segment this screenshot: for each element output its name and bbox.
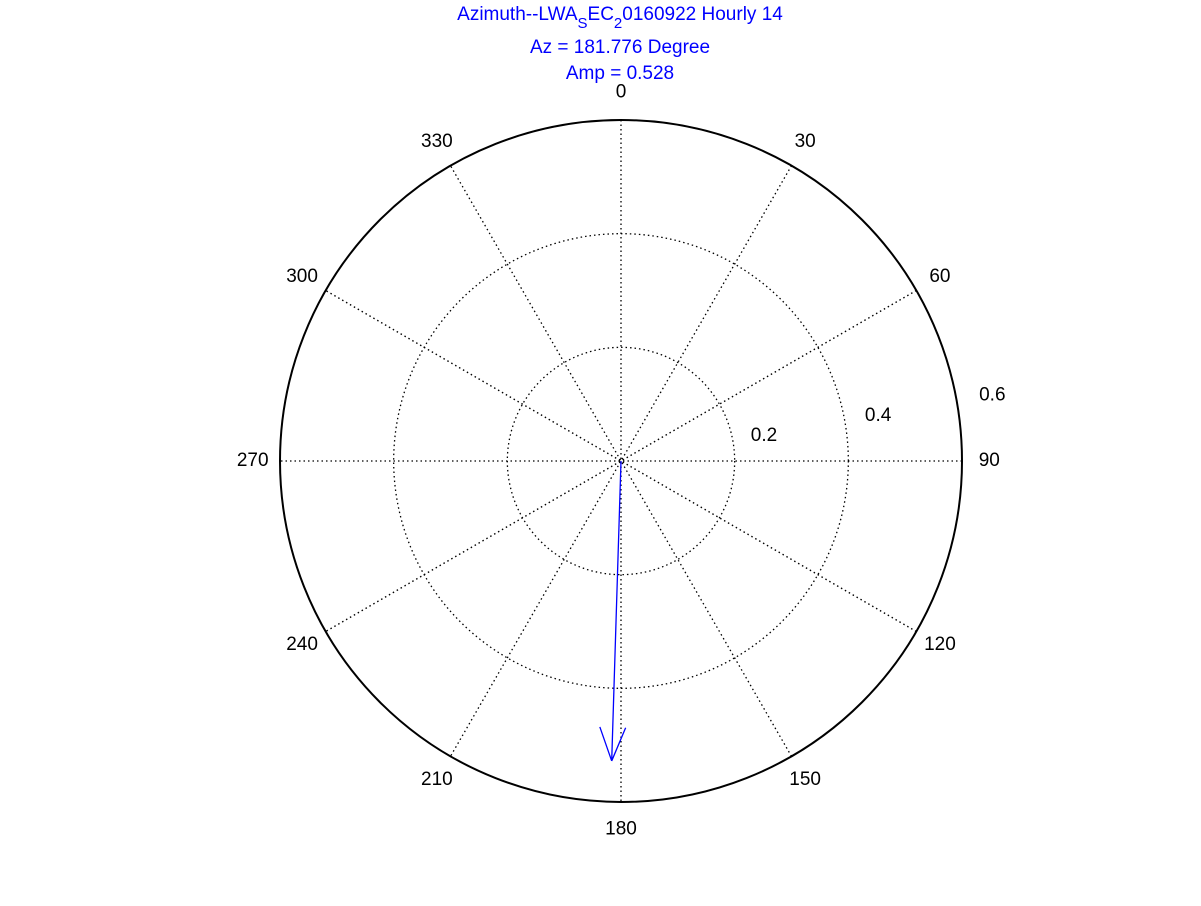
arrow-head-right <box>611 727 627 762</box>
angle-label-0: 0 <box>616 82 627 103</box>
angle-label-150: 150 <box>789 769 821 790</box>
angle-tick-labels: 0 30 60 90 120 150 180 210 240 270 300 330 <box>237 82 1000 840</box>
grid-spoke-60 <box>325 289 917 633</box>
grid-spoke-120 <box>325 289 917 633</box>
grid-spoke-150 <box>449 165 793 757</box>
angle-label-180: 180 <box>605 818 637 839</box>
arrow-head-left <box>599 726 613 762</box>
grid-spoke-30 <box>449 165 793 757</box>
angle-label-30: 30 <box>795 131 816 152</box>
angle-label-270: 270 <box>237 450 269 471</box>
radial-tick-labels: 0.2 0.4 0.6 <box>751 385 1006 446</box>
radial-label-0: 0.2 <box>751 425 777 446</box>
polar-grid <box>280 120 962 802</box>
angle-label-240: 240 <box>286 634 318 655</box>
outer-circle <box>279 119 963 803</box>
polar-outer-circle <box>279 119 963 803</box>
arrow-shaft <box>611 460 622 761</box>
angle-label-90: 90 <box>979 450 1000 471</box>
angle-label-120: 120 <box>924 634 956 655</box>
angle-label-210: 210 <box>421 769 453 790</box>
radial-label-1: 0.4 <box>865 405 892 426</box>
angle-label-60: 60 <box>929 266 950 287</box>
angle-label-300: 300 <box>286 266 318 287</box>
chart-title-line3: Amp = 0.528 <box>566 63 674 84</box>
angle-label-330: 330 <box>421 131 453 152</box>
chart-title-line2: Az = 181.776 Degree <box>530 37 710 58</box>
arrow-series <box>599 460 627 762</box>
radial-label-2: 0.6 <box>979 385 1005 406</box>
chart-title-line1: Azimuth--LWASEC20160922 Hourly 14 <box>457 4 783 32</box>
